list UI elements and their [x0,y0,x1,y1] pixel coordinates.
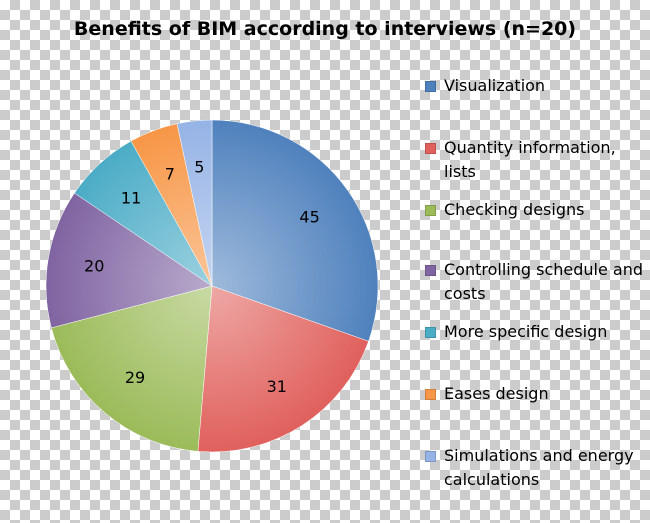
data-label-checking-designs: 29 [125,368,145,387]
legend-item-more-specific-design: More specific design [425,320,644,344]
legend-label: More specific design [444,322,608,341]
legend-item-eases-design: Eases design [425,382,644,406]
legend-swatch [425,327,436,338]
legend-label: Eases design [444,384,549,403]
data-label-more-specific-design: 11 [121,189,141,208]
data-label-quantity-information-lists: 31 [267,377,287,396]
legend-label: Quantity information, lists [444,138,616,181]
chart-title: Benefits of BIM according to interviews … [73,18,577,40]
pie-slices [45,119,379,453]
legend-item-checking-designs: Checking designs [425,198,644,222]
pie-slice-visualization [211,119,379,342]
legend-swatch [425,265,436,276]
data-label-visualization: 45 [299,208,319,227]
legend-swatch [425,451,436,462]
pie-data-labels: 45 31 29 20 11 7 5 [84,158,320,396]
legend-label: Checking designs [444,200,585,219]
legend-item-visualization: Visualization [425,74,644,98]
data-label-controlling-schedule-and-costs: 20 [84,256,104,275]
pie-slice-quantity-information-lists [197,285,369,453]
legend-label: Simulations and energy calculations [444,446,634,489]
legend-item-simulations-and-energy-calculations: Simulations and energy calculations [425,444,644,492]
pie-slice-controlling-schedule-and-costs [45,192,213,329]
legend-item-controlling-schedule-and-costs: Controlling schedule and costs [425,258,644,306]
pie-slice-checking-designs [51,285,213,452]
data-label-simulations-and-energy-calculations: 5 [194,158,204,177]
legend-label: Visualization [444,76,546,95]
legend-label: Controlling schedule and costs [444,260,643,303]
pie-slice-simulations-and-energy-calculations [176,119,213,287]
legend-item-quantity-information-lists: Quantity information, lists [425,136,644,184]
legend-swatch [425,205,436,216]
legend-swatch [425,389,436,400]
legend-swatch [425,81,436,92]
legend-swatch [425,143,436,154]
data-label-eases-design: 7 [165,165,175,184]
